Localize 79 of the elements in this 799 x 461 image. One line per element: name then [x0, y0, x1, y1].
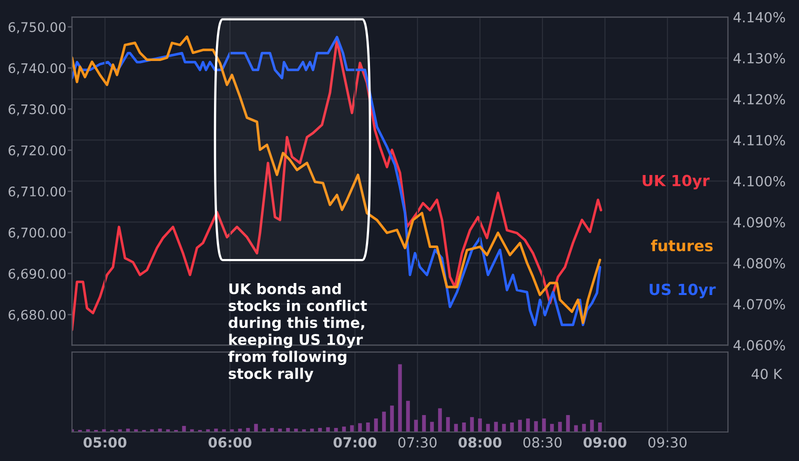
bar [430, 422, 434, 432]
y2-tick-label: 4.080% [734, 258, 786, 268]
bar [542, 418, 546, 432]
bar [182, 426, 186, 432]
bar [254, 424, 258, 432]
bar [158, 428, 162, 432]
annotation: UK bonds and stocks in conflict during this time, keeping US 10yr from following stock rally [228, 283, 367, 382]
bar [478, 418, 482, 432]
y2-tick-label: 4.110% [734, 134, 786, 146]
y2-tick-label: 4.090% [734, 216, 786, 228]
bar [454, 424, 458, 432]
bar [502, 424, 506, 432]
y2-tick-label: 4.120% [734, 94, 786, 104]
bar [566, 415, 570, 432]
y-tick-label: 6,700.00 [8, 228, 66, 239]
y2-tick-label: 4.060% [734, 340, 786, 350]
bar [214, 428, 218, 432]
bar [558, 422, 562, 432]
bar [246, 428, 250, 432]
y-tick-label: 6,740.00 [8, 63, 66, 75]
bar [342, 426, 346, 432]
y2-tick-label: 4.140% [734, 12, 786, 22]
bar [374, 418, 378, 432]
y2-tick-label: 4.070% [734, 298, 786, 310]
y2-tick-label: 4.130% [734, 52, 786, 64]
bar [422, 415, 426, 432]
bar [446, 417, 450, 432]
bar [286, 428, 290, 432]
bar [406, 400, 410, 432]
x-tick-label: 09:00 [584, 437, 626, 448]
bar [262, 428, 266, 432]
bar [350, 425, 354, 432]
x-tick-label: 07:00 [334, 437, 376, 448]
bar [238, 428, 242, 432]
text: US 10yr [650, 284, 716, 298]
bar [470, 417, 474, 432]
text: futures [650, 240, 713, 252]
bar [598, 422, 602, 432]
bar [294, 428, 298, 432]
bar [326, 427, 330, 432]
bar [382, 412, 386, 432]
bar [318, 428, 322, 432]
bar [486, 424, 490, 432]
bar [310, 428, 314, 432]
y-tick-label: 6,730.00 [8, 104, 66, 116]
text: 40 K [752, 368, 782, 380]
bar [390, 406, 394, 432]
y-tick-label: 6,680.00 [8, 310, 66, 322]
y-tick-label: 6,690.00 [8, 268, 66, 280]
y-tick-label: 6,710.00 [8, 186, 66, 198]
y2-tick-label: 4.100% [734, 176, 786, 186]
bar [510, 422, 514, 432]
bar [526, 418, 530, 432]
x-tick-label: 05:00 [84, 437, 126, 448]
bar [534, 421, 538, 432]
bar [398, 364, 402, 432]
x-tick-label: 06:00 [208, 437, 252, 448]
bar [518, 420, 522, 432]
bar [126, 428, 130, 432]
bar [494, 422, 498, 432]
bar [278, 428, 282, 432]
bar [358, 423, 362, 432]
bar [414, 420, 418, 432]
bar [270, 428, 274, 432]
bar [550, 424, 554, 432]
x-tick-label: 07:30 [398, 437, 437, 448]
bar [334, 428, 338, 432]
bar [590, 420, 594, 432]
y-tick-label: 6,720.00 [8, 145, 66, 157]
x-tick-label: 08:00 [458, 437, 502, 448]
bar [366, 422, 370, 432]
bar [574, 425, 578, 432]
text: UK 10yr [642, 174, 710, 190]
bar [438, 408, 442, 432]
bar [462, 422, 466, 432]
bar [582, 424, 586, 432]
y-tick-label: 6,750.00 [8, 22, 66, 34]
x-tick-label: 09:30 [648, 437, 687, 448]
x-tick-label: 08:30 [523, 437, 562, 448]
